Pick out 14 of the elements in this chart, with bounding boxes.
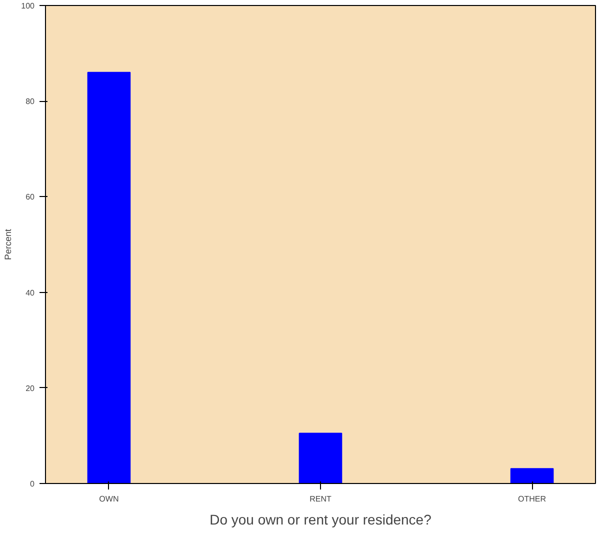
- x-axis-title: Do you own or rent your residence?: [210, 512, 432, 528]
- y-tick-label: 80: [26, 97, 36, 106]
- x-tick-label: OTHER: [518, 494, 546, 504]
- y-tick-label: 60: [26, 192, 36, 202]
- x-tick-label: OWN: [99, 494, 119, 504]
- y-tick-label: 20: [26, 384, 36, 393]
- y-axis-title: Percent: [3, 228, 14, 260]
- x-tick-label: RENT: [310, 494, 332, 504]
- bar: [87, 72, 131, 484]
- y-tick-label: 40: [26, 288, 36, 298]
- y-tick-label: 0: [30, 480, 36, 488]
- y-tick-label: 100: [21, 2, 36, 10]
- bar: [510, 468, 554, 484]
- bar: [298, 432, 342, 484]
